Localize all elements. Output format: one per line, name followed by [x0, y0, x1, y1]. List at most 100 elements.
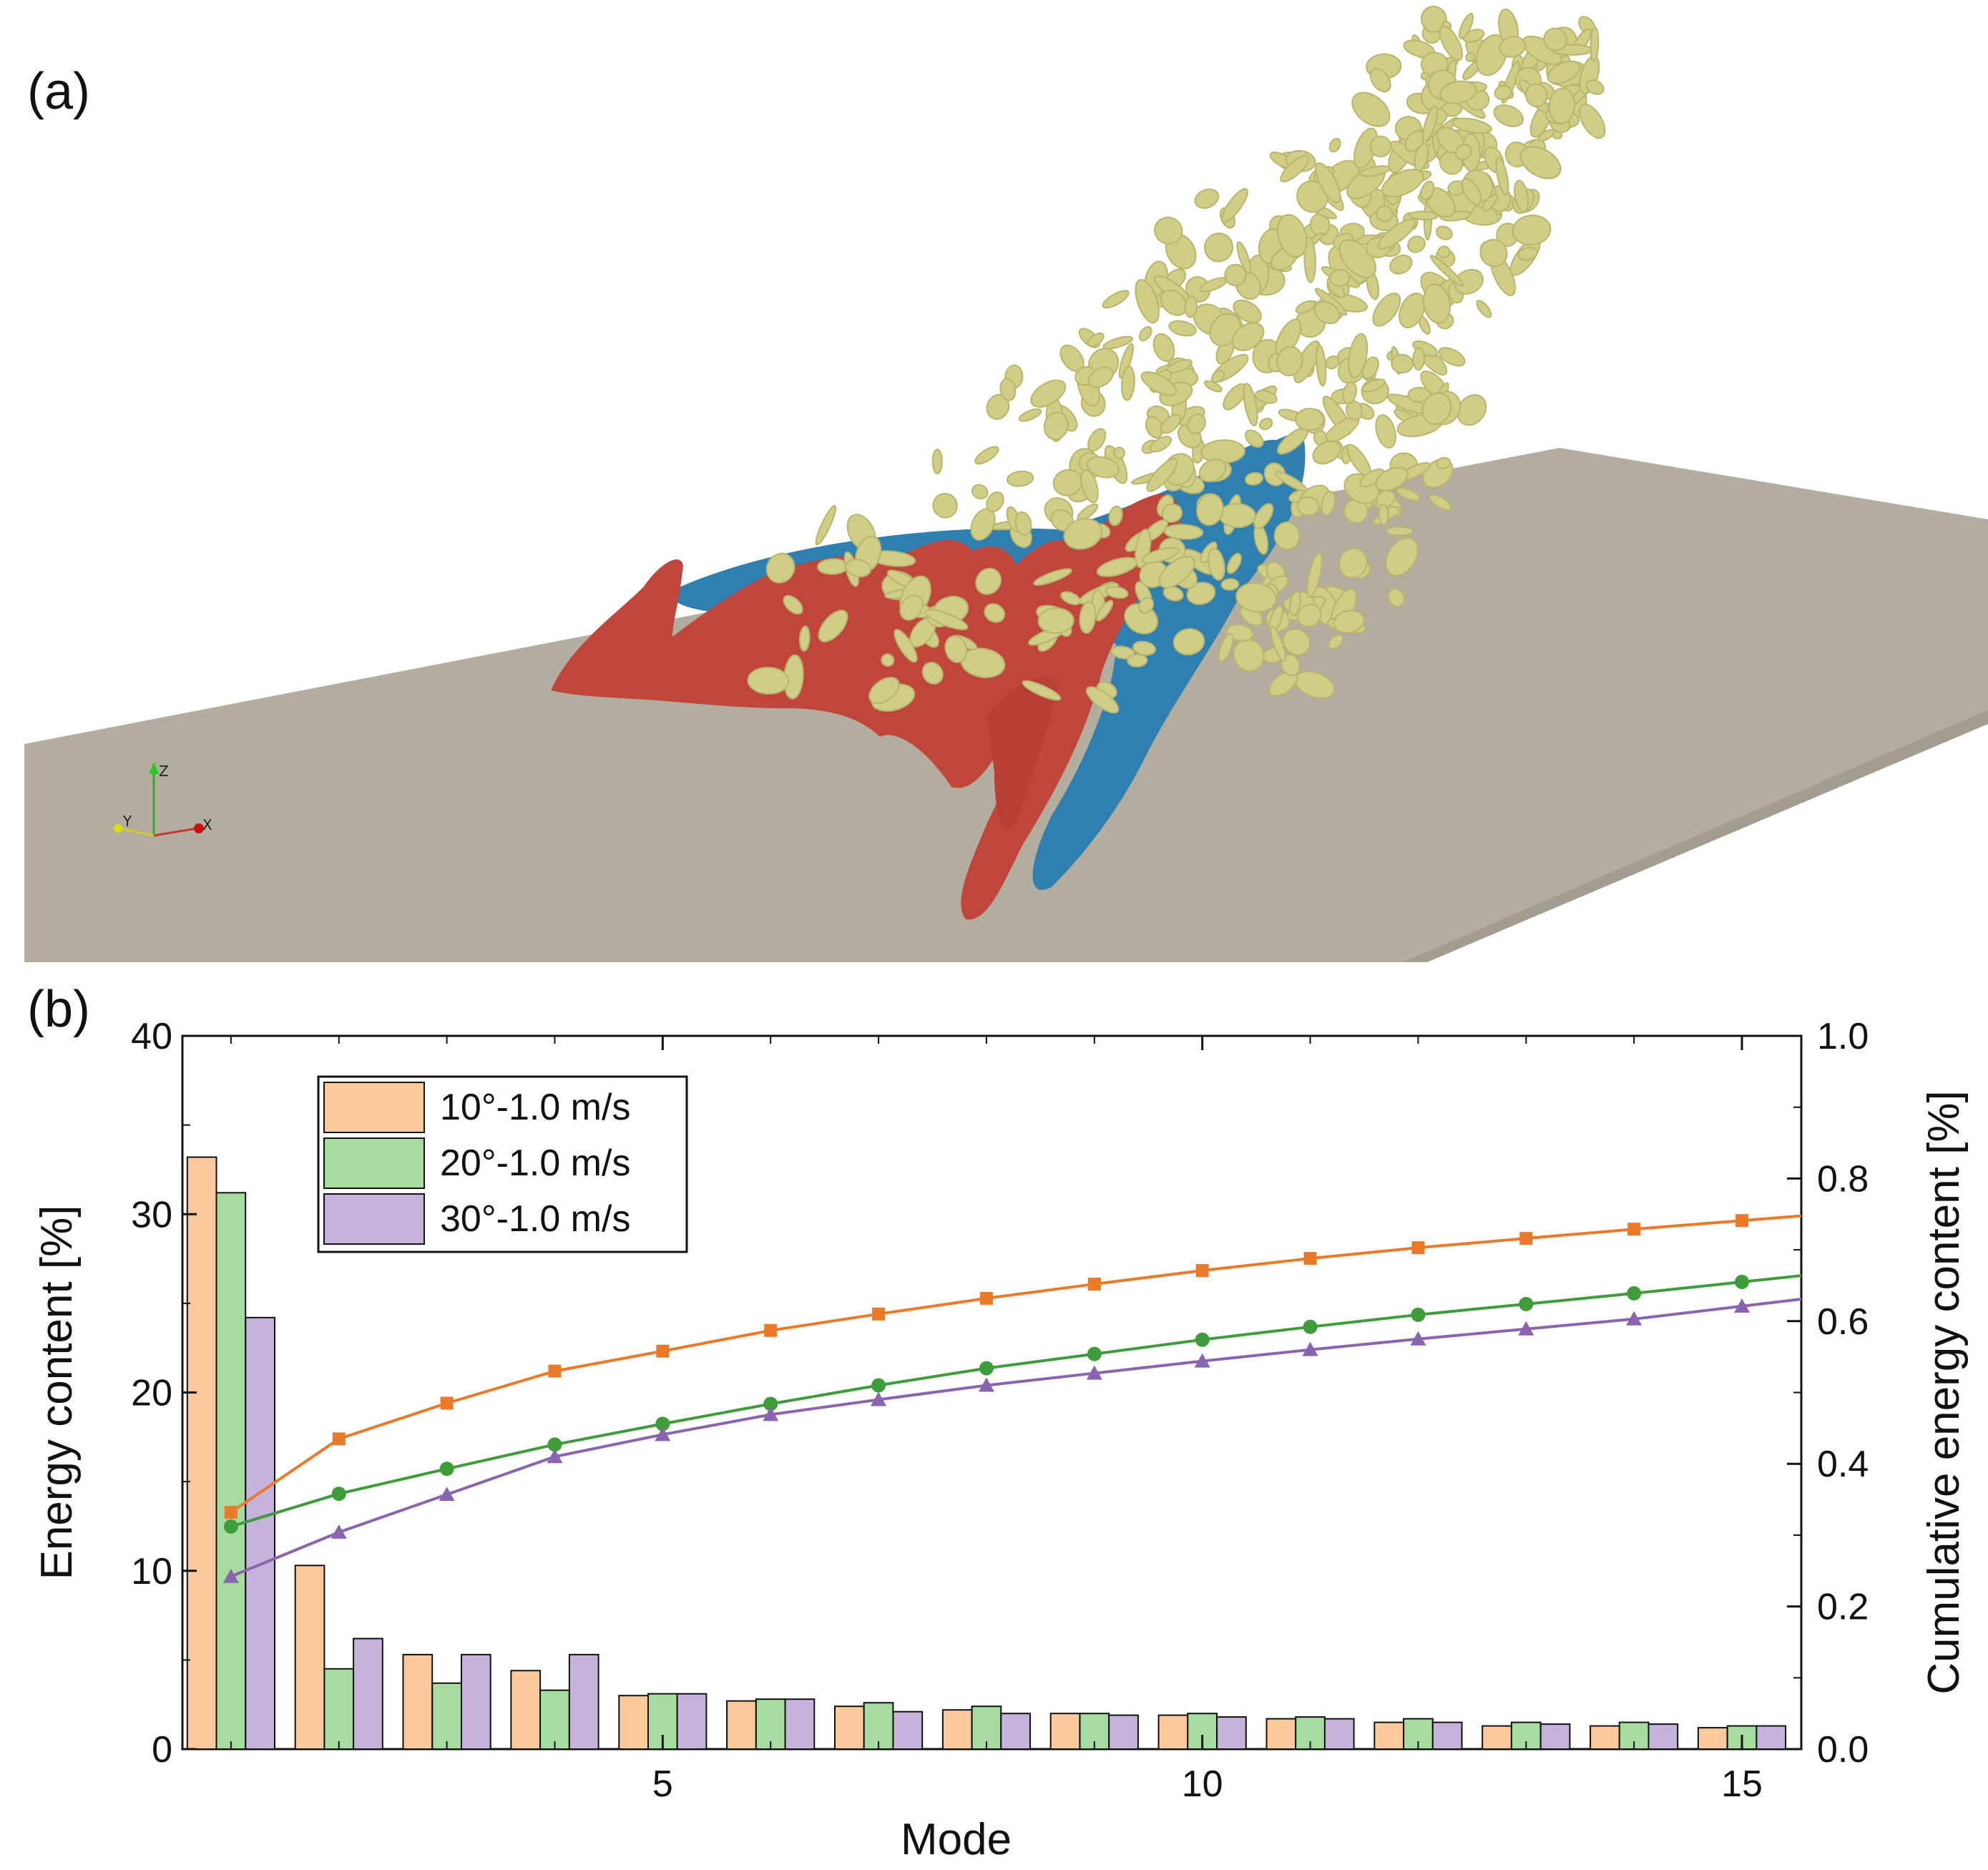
turbulent-blob: [1495, 157, 1509, 196]
turbulent-blob: [1422, 283, 1451, 324]
turbulent-blob: [1315, 162, 1341, 204]
bar: [1618, 1721, 1650, 1751]
turbulent-blob: [1420, 6, 1447, 33]
turbulent-blob: [1361, 378, 1386, 393]
z-axis-label: Z: [159, 763, 169, 780]
turbulent-blob: [1585, 79, 1605, 95]
line-marker: [547, 1437, 562, 1452]
line-marker: [332, 1432, 346, 1446]
bar: [353, 1638, 383, 1750]
bar: [1403, 1718, 1434, 1751]
turbulent-blob: [1160, 289, 1188, 316]
line-marker: [548, 1364, 562, 1378]
line-marker: [1627, 1223, 1641, 1236]
turbulent-blob: [1198, 459, 1227, 483]
turbulent-blob: [1187, 413, 1206, 435]
turbulent-blob: [921, 662, 944, 685]
y-axis-title-left: Energy content [%]: [32, 1205, 82, 1580]
turbulent-blob: [971, 484, 989, 500]
turbulent-blob: [1108, 505, 1123, 527]
turbulent-blob: [1204, 232, 1234, 263]
line-marker: [1194, 1353, 1210, 1368]
y-tick-label-right: 0.8: [1817, 1158, 1869, 1200]
turbulent-blob: [1221, 188, 1248, 223]
turbulent-blob: [1359, 165, 1391, 177]
turbulent-blob: [1014, 511, 1032, 536]
turbulent-blob: [1118, 343, 1134, 379]
turbulent-blob: [1378, 504, 1389, 526]
line-marker: [655, 1416, 670, 1431]
turbulent-blob: [1412, 346, 1426, 371]
turbulent-blob: [1328, 137, 1341, 153]
cumulative-line-group: [222, 1214, 1802, 1583]
line-marker: [1735, 1274, 1750, 1289]
line-marker: [1195, 1264, 1209, 1278]
turbulent-blob: [1461, 177, 1482, 206]
turbulent-blob: [1514, 180, 1529, 213]
turbulent-blob: [1376, 489, 1396, 508]
line-marker: [439, 1462, 454, 1477]
turbulent-blob: [1306, 552, 1323, 598]
x-tick-label: 10: [1182, 1763, 1223, 1805]
turbulent-blob: [1149, 436, 1172, 453]
y-axis-arrow-icon: [114, 824, 122, 833]
axes-triad: Z X Y: [114, 762, 212, 837]
turbulent-blob: [924, 609, 969, 630]
turbulent-blob: [1184, 295, 1198, 318]
bar: [618, 1695, 649, 1750]
turbulent-blob: [1194, 188, 1220, 209]
line-marker: [1626, 1311, 1642, 1326]
turbulent-blob: [1548, 87, 1575, 124]
y-tick-label-right: 1.0: [1817, 1016, 1869, 1057]
turbulent-blob: [1277, 214, 1308, 258]
turbulent-blob: [1421, 392, 1452, 425]
turbulent-blob: [975, 567, 1002, 595]
turbulent-blob: [1381, 168, 1424, 198]
cumulative-line: [230, 1304, 1743, 1578]
turbulent-blob: [1422, 105, 1439, 142]
line-marker: [1519, 1296, 1534, 1311]
turbulent-blob: [1102, 336, 1134, 350]
line-marker: [1518, 1321, 1534, 1336]
turbulent-blob: [1456, 393, 1487, 426]
turbulent-blob: [1006, 470, 1034, 487]
turbulent-blob: [1282, 628, 1311, 656]
turbulent-blob: [984, 603, 1006, 623]
turbulent-blob: [1146, 458, 1178, 492]
turbulent-blob: [1295, 408, 1325, 431]
turbulent-blob: [1499, 36, 1527, 58]
turbulent-blob: [1438, 347, 1466, 367]
bar-series-group: [186, 1156, 1787, 1751]
legend: 10°-1.0 m/s 20°-1.0 m/s 30°-1.0 m/s: [317, 1075, 688, 1253]
turbulent-blob: [1369, 135, 1392, 157]
line-marker: [763, 1396, 778, 1411]
bar: [186, 1156, 217, 1750]
turbulent-blob: [1033, 568, 1072, 586]
turbulent-blob: [1276, 346, 1303, 376]
turbulent-blob: [1233, 299, 1262, 323]
turbulent-blob: [818, 610, 848, 642]
turbulent-blob: [1224, 263, 1247, 287]
x-axis-title: Mode: [901, 1815, 1012, 1864]
bar: [892, 1710, 924, 1750]
line-marker: [871, 1378, 886, 1393]
turbulent-blob: [1328, 634, 1344, 650]
y-tick-label-left: 40: [131, 1016, 172, 1057]
turbulent-blob: [1386, 526, 1414, 537]
turbulent-blob: [1243, 383, 1258, 426]
bar: [941, 1709, 973, 1750]
turbulent-blob: [1030, 379, 1067, 408]
turbulent-blob: [1127, 653, 1148, 667]
turbulent-blob: [1333, 610, 1365, 634]
line-marker: [764, 1323, 778, 1337]
turbulent-blob: [1138, 597, 1155, 615]
x-axis-line: [153, 827, 197, 837]
panel-b-label: (b): [27, 981, 90, 1038]
y-axis-line: [119, 827, 155, 837]
turbulent-blob: [1409, 210, 1439, 221]
line-marker: [763, 1406, 779, 1421]
x-axis-label: X: [202, 816, 212, 833]
turbulent-blob: [1399, 292, 1426, 329]
bar: [402, 1653, 434, 1750]
turbulent-blob: [1087, 428, 1107, 452]
